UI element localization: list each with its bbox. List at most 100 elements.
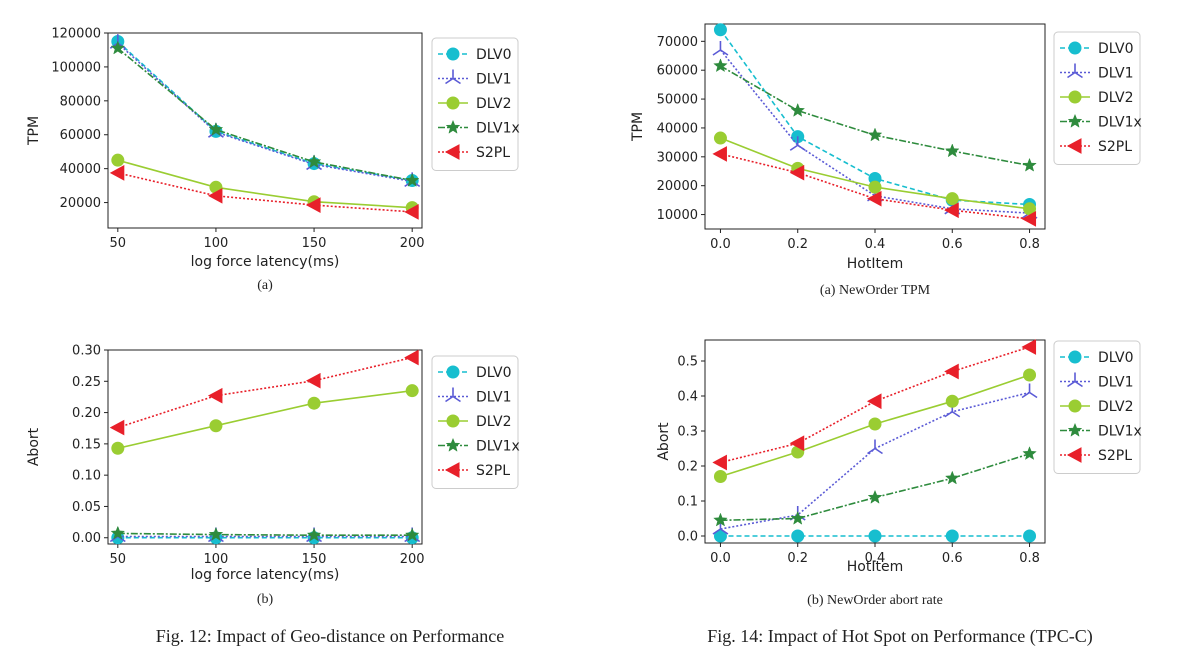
legend-swatch-marker [1068,399,1082,413]
data-point-s2pl [866,190,882,207]
y-axis-label: Abort [656,422,672,461]
series-s2pl [109,165,419,220]
legend: DLV0 DLV1 DLV2 DLV1x S2PL [431,37,520,171]
legend-swatch-marker [445,69,461,85]
x-tick-label: 0.4 [865,551,886,566]
legend-swatch-marker [445,437,461,452]
data-point-dlv2 [945,394,959,408]
x-tick-label: 50 [110,236,127,251]
y-tick-label: 0.05 [72,500,101,515]
data-point-dlv1x [944,470,960,485]
y-axis-label: Abort [26,427,42,466]
x-tick-label: 200 [400,552,425,567]
x-tick-label: 0.0 [710,237,731,252]
y-axis-label: TPM [630,112,646,142]
legend-swatch-marker [1068,41,1082,55]
data-point-dlv0 [791,529,805,543]
data-point-s2pl [207,387,223,404]
x-tick-label: 0.2 [787,551,808,566]
legend-swatch-marker [1066,447,1082,463]
series-s2pl [712,146,1037,227]
y-tick-label: 0.15 [72,437,101,452]
legend-label-dlv1x: DLV1x [1098,424,1142,440]
y-tick-label: 100000 [51,60,101,75]
y-tick-label: 0.1 [677,495,698,510]
data-point-dlv1x [1022,157,1037,172]
x-tick-label: 200 [400,236,425,251]
data-point-s2pl [404,349,419,366]
y-tick-label: 50000 [657,93,698,108]
data-point-dlv2 [405,384,419,398]
data-point-dlv2 [713,470,727,483]
legend-label-dlv0: DLV0 [476,47,512,63]
data-point-dlv1x [867,127,883,142]
series-dlv1x [110,525,420,542]
legend-label-dlv1: DLV1 [476,390,512,406]
data-point-dlv0 [713,529,727,543]
data-point-s2pl [109,165,125,181]
data-point-dlv1x [1022,446,1037,460]
y-tick-label: 0.25 [72,375,101,390]
y-tick-label: 0.10 [72,469,101,484]
data-point-s2pl [109,419,125,436]
data-point-s2pl [789,435,805,452]
series-line-dlv1x [117,532,413,537]
series-dlv1 [109,34,421,188]
data-point-dlv1 [789,136,806,151]
figure-12-caption: Fig. 12: Impact of Geo-distance on Perfo… [156,626,504,646]
legend-label-dlv2: DLV2 [1098,399,1134,415]
x-tick-label: 0.8 [1019,551,1040,566]
series-line-dlv1x [720,65,1030,167]
data-point-dlv2 [868,180,882,194]
series-dlv1 [712,383,1038,535]
figure-14-caption: Fig. 14: Impact of Hot Spot on Performan… [707,626,1092,647]
x-tick-label: 150 [302,236,327,251]
series-dlv1x [713,446,1037,527]
series-dlv1x [713,58,1037,172]
legend-label-dlv2: DLV2 [1098,90,1134,106]
data-point-dlv1 [1021,383,1038,399]
legend-label-dlv0: DLV0 [1098,350,1134,366]
data-point-dlv2 [307,396,321,410]
series-line-dlv1x [117,47,413,182]
series-s2pl [109,349,419,436]
y-tick-label: 0.0 [677,530,698,545]
data-point-dlv2 [1023,368,1037,382]
legend-swatch-marker [1067,113,1083,128]
x-tick-label: 50 [110,552,127,567]
data-point-dlv2 [868,417,882,431]
legend-label-dlv2: DLV2 [476,96,512,112]
data-point-dlv2 [945,192,959,206]
data-point-dlv2 [209,419,223,433]
legend: DLV0 DLV1 DLV2 DLV1x S2PL [431,355,520,489]
legend-swatch-marker [444,462,460,478]
x-tick-label: 0.8 [1019,237,1040,252]
y-tick-label: 40000 [657,121,698,136]
plot-frame [107,32,423,229]
plot-frame [107,349,423,545]
series-line-dlv2 [117,389,413,450]
x-axis-label: log force latency(ms) [191,567,340,583]
x-axis-label: log force latency(ms) [191,254,340,270]
y-tick-label: 120000 [51,27,101,42]
data-point-s2pl [404,204,419,220]
data-point-dlv1x [404,172,420,187]
legend-swatch-marker [1068,350,1082,364]
data-point-dlv1x [404,527,420,542]
series-dlv1x [110,40,420,187]
y-tick-label: 80000 [60,94,101,109]
series-line-dlv1 [117,42,413,183]
legend-label-s2pl: S2PL [1098,139,1132,155]
data-point-dlv1 [867,439,883,455]
x-tick-label: 0.4 [865,237,886,252]
y-tick-label: 70000 [657,35,698,50]
legend-swatch-marker [445,387,461,403]
legend-label-dlv2: DLV2 [476,414,512,430]
subfigure-caption: (b) NewOrder abort rate [807,593,943,608]
y-tick-label: 0.5 [677,355,698,370]
series-line-dlv1x [720,453,1030,522]
data-point-s2pl [712,454,727,471]
data-point-dlv1x [867,489,883,504]
series-dlv2 [713,131,1037,216]
